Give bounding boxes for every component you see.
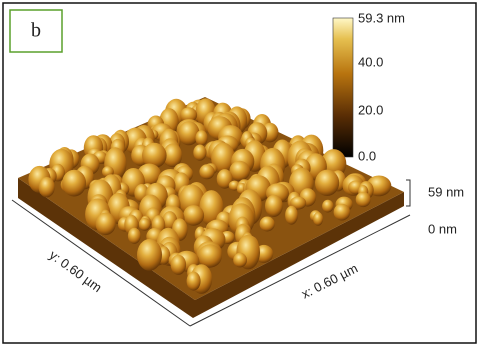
grain: [290, 196, 307, 210]
y-axis-label: y: 0.60 µm: [47, 247, 105, 295]
z-top-label: 59 nm: [428, 184, 464, 199]
colorbar-label: 40.0: [358, 54, 383, 69]
grain: [355, 191, 371, 208]
grain: [313, 212, 324, 226]
grain: [127, 227, 141, 244]
grain: [211, 142, 236, 174]
colorbar: [332, 17, 354, 158]
grain: [259, 216, 275, 232]
grain: [170, 254, 187, 275]
grain: [333, 203, 351, 221]
axes: [11, 179, 411, 327]
grain: [142, 142, 167, 169]
grain: [265, 194, 283, 217]
grain: [138, 218, 151, 231]
panel-label: b: [31, 20, 41, 42]
grain: [233, 252, 248, 268]
grain: [163, 143, 183, 168]
grain: [180, 107, 198, 123]
colorbar-label: 20.0: [358, 102, 383, 117]
grain: [199, 164, 215, 180]
surface: [18, 97, 404, 318]
colorbar-label: 0.0: [358, 148, 376, 163]
colorbar-label: 59.3 nm: [358, 10, 405, 25]
z-axis-bracket: [406, 179, 411, 207]
grain: [183, 205, 205, 226]
grain: [216, 169, 233, 189]
grain: [197, 244, 222, 268]
grain: [322, 199, 334, 213]
grain: [95, 212, 116, 236]
grain: [137, 239, 162, 271]
grain: [229, 160, 250, 181]
grain: [285, 205, 298, 225]
grain: [178, 121, 200, 146]
y-axis-line: [11, 199, 191, 327]
z-bottom-label: 0 nm: [428, 221, 457, 236]
grain: [315, 169, 340, 196]
grain: [38, 177, 55, 198]
label-box: [9, 9, 63, 53]
grain: [186, 271, 201, 291]
grain: [195, 130, 208, 147]
surface-edge: [18, 178, 404, 318]
frame: [2, 2, 477, 344]
grain: [62, 169, 87, 197]
grain: [193, 144, 207, 161]
x-axis-line: [189, 214, 411, 327]
